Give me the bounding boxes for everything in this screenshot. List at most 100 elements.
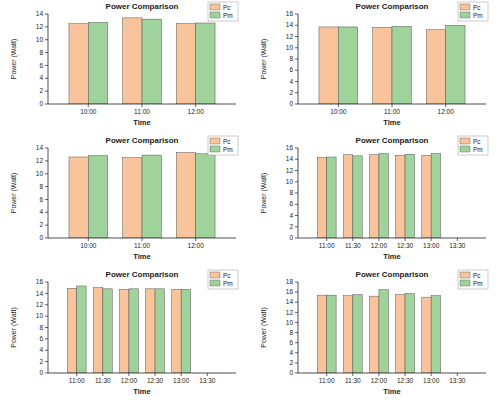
bar bbox=[405, 294, 414, 373]
legend-swatch bbox=[210, 280, 220, 286]
x-tick-label: 12:30 bbox=[397, 242, 414, 249]
chart-title: Power Comparison bbox=[356, 270, 429, 279]
bar bbox=[327, 295, 336, 373]
y-tick-label: 16 bbox=[36, 278, 44, 285]
bar bbox=[379, 154, 388, 238]
bar bbox=[123, 18, 142, 104]
legend-label: Pc bbox=[223, 138, 231, 145]
y-tick bbox=[45, 293, 48, 294]
y-tick bbox=[45, 14, 48, 15]
y-tick bbox=[45, 212, 48, 213]
x-tick-label: 11:00 bbox=[69, 377, 85, 384]
y-axis-label: Power (Watt) bbox=[10, 173, 18, 214]
bar bbox=[196, 23, 215, 104]
x-axis-line bbox=[48, 373, 236, 374]
chart-panel: Power Comparison024681012141611:0011:301… bbox=[260, 136, 488, 261]
y-tick-label: 12 bbox=[36, 301, 44, 308]
legend-box bbox=[458, 2, 488, 21]
y-tick bbox=[295, 373, 298, 374]
x-tick-label: 10:00 bbox=[330, 108, 347, 115]
x-tick-label: 11:00 bbox=[134, 242, 150, 249]
bar bbox=[353, 156, 362, 238]
chart-title: Power Comparison bbox=[106, 270, 179, 279]
legend-swatch bbox=[460, 272, 470, 278]
x-tick bbox=[142, 104, 143, 107]
bar bbox=[146, 289, 155, 373]
figure: Power Comparison0246810121410:0011:0012:… bbox=[0, 0, 500, 403]
bars bbox=[69, 18, 215, 104]
y-tick-label: 6 bbox=[289, 200, 293, 207]
x-tick bbox=[326, 238, 327, 241]
y-tick bbox=[45, 327, 48, 328]
y-tick-label: 2 bbox=[289, 223, 293, 230]
bar bbox=[327, 157, 336, 238]
y-tick-label: 2 bbox=[289, 359, 293, 366]
legend-label: Pc bbox=[223, 4, 231, 11]
x-tick-label: 12:00 bbox=[371, 377, 388, 384]
bar bbox=[88, 22, 107, 104]
bar bbox=[319, 27, 338, 104]
legend-label: Pm bbox=[223, 280, 233, 287]
bars bbox=[317, 154, 440, 238]
chart-title: Power Comparison bbox=[106, 136, 179, 145]
y-tick-label: 2 bbox=[289, 89, 293, 96]
bar bbox=[181, 289, 190, 373]
legend: PcPm bbox=[208, 2, 238, 21]
x-axis-label: Time bbox=[383, 387, 400, 396]
bar bbox=[431, 296, 440, 373]
y-tick-label: 0 bbox=[39, 234, 43, 241]
y-tick-label: 14 bbox=[286, 21, 294, 28]
y-tick bbox=[45, 26, 48, 27]
chart-panel: Power Comparison0246810121410:0011:0012:… bbox=[10, 2, 238, 127]
y-tick-label: 6 bbox=[289, 66, 293, 73]
bar bbox=[422, 155, 431, 238]
y-tick-label: 0 bbox=[39, 100, 43, 107]
y-tick-label: 8 bbox=[39, 324, 43, 331]
legend-label: Pc bbox=[473, 138, 481, 145]
bar bbox=[343, 296, 352, 373]
legend-box bbox=[208, 270, 238, 289]
x-tick bbox=[207, 373, 208, 376]
legend-swatch bbox=[210, 146, 220, 152]
y-tick-label: 2 bbox=[39, 87, 43, 94]
y-tick-label: 10 bbox=[36, 312, 44, 319]
bar bbox=[431, 154, 440, 238]
y-axis-line bbox=[48, 148, 49, 238]
bar bbox=[422, 297, 431, 373]
bar bbox=[88, 156, 107, 238]
y-tick-label: 12 bbox=[286, 167, 294, 174]
y-tick bbox=[45, 186, 48, 187]
x-tick-label: 13:00 bbox=[423, 242, 440, 249]
y-axis-label: Power (Watt) bbox=[260, 173, 268, 214]
y-tick-label: 12 bbox=[286, 33, 294, 40]
chart-panel: Power Comparison024681012141610:0011:001… bbox=[260, 2, 488, 127]
y-tick-label: 16 bbox=[286, 288, 294, 295]
x-tick bbox=[352, 373, 353, 376]
x-tick-label: 11:00 bbox=[319, 242, 335, 249]
x-tick bbox=[181, 373, 182, 376]
bar bbox=[317, 158, 326, 238]
y-tick bbox=[295, 352, 298, 353]
y-tick-label: 12 bbox=[286, 309, 294, 316]
x-tick-label: 12:30 bbox=[147, 377, 164, 384]
bars bbox=[317, 290, 440, 373]
x-axis-label: Time bbox=[133, 387, 150, 396]
legend: PcPm bbox=[458, 2, 488, 21]
bar bbox=[317, 295, 326, 373]
y-tick bbox=[295, 302, 298, 303]
legend-swatch bbox=[210, 272, 220, 278]
legend-label: Pc bbox=[473, 4, 481, 11]
y-tick bbox=[45, 316, 48, 317]
bar bbox=[67, 288, 76, 373]
legend-swatch bbox=[460, 4, 470, 10]
y-tick bbox=[295, 342, 298, 343]
y-tick-label: 12 bbox=[36, 157, 44, 164]
bar bbox=[142, 155, 161, 238]
bar bbox=[379, 290, 388, 373]
x-tick bbox=[326, 373, 327, 376]
bar bbox=[176, 24, 195, 104]
x-tick-label: 13:00 bbox=[423, 377, 440, 384]
y-tick bbox=[295, 181, 298, 182]
y-tick bbox=[45, 148, 48, 149]
legend-swatch bbox=[210, 12, 220, 18]
